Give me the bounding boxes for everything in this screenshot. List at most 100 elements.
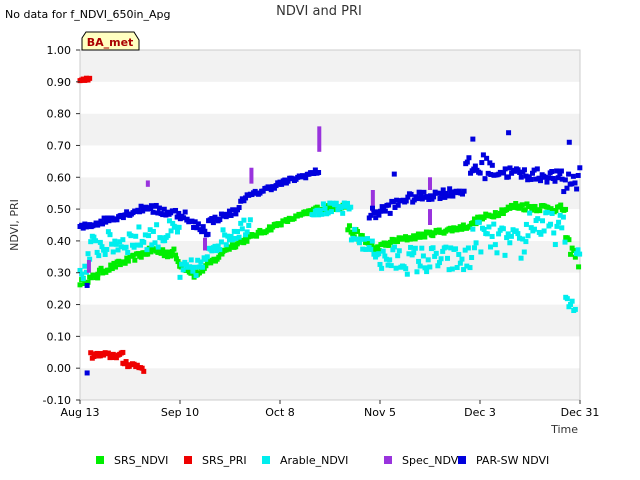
- srs-ndvi-point: [166, 249, 172, 255]
- par-sw-ndvi-point: [282, 177, 288, 183]
- arable-ndvi-point: [320, 201, 326, 207]
- par-sw-ndvi-series: [77, 130, 583, 376]
- srs-pri-legend-label: SRS_PRI: [202, 454, 247, 467]
- par-sw-ndvi-point: [575, 172, 581, 178]
- arable-ndvi-point: [131, 244, 137, 250]
- par-sw-ndvi-point: [236, 205, 242, 211]
- arable-ndvi-point: [422, 265, 428, 271]
- arable-ndvi-point: [527, 210, 533, 216]
- srs-ndvi-point: [571, 247, 577, 253]
- arable-ndvi-point: [80, 276, 86, 282]
- par-sw-ndvi-point: [160, 212, 166, 218]
- par-sw-ndvi-point: [506, 130, 512, 136]
- srs-ndvi-point: [196, 270, 202, 276]
- arable-ndvi-point: [556, 219, 562, 225]
- spec-ndvi-series: [86, 126, 432, 273]
- par-sw-ndvi-point: [559, 176, 565, 182]
- y-axis-ticks: -0.10 0.00 0.10 0.20 0.30 0.40 0.50 0.60 0.70 0.8…: [43, 44, 80, 407]
- par-sw-ndvi-point: [517, 169, 523, 175]
- par-sw-ndvi-point: [564, 185, 570, 191]
- srs-pri-point: [139, 365, 145, 371]
- par-sw-ndvi-point: [561, 189, 567, 195]
- srs-pri-point: [123, 359, 129, 365]
- srs-ndvi-point: [111, 260, 117, 266]
- arable-ndvi-point: [99, 244, 105, 250]
- par-sw-ndvi-point: [471, 166, 477, 172]
- y-tick-label: 0.60: [47, 171, 72, 184]
- par-sw-ndvi-point: [373, 215, 379, 221]
- series-layer: [77, 75, 583, 376]
- srs-ndvi-point: [244, 238, 250, 244]
- arable-ndvi-point: [214, 248, 220, 254]
- arable-ndvi-point: [523, 239, 529, 245]
- srs-ndvi-point: [241, 240, 247, 246]
- par-sw-ndvi-point: [273, 183, 279, 189]
- par-sw-ndvi-point: [518, 174, 524, 180]
- arable-ndvi-point: [165, 233, 171, 239]
- arable-ndvi-point: [416, 258, 422, 264]
- arable-ndvi-point: [128, 233, 134, 239]
- x-tick-label: Dec 3: [464, 406, 496, 419]
- arable-ndvi-point: [391, 244, 397, 250]
- arable-ndvi-point: [215, 243, 221, 249]
- arable-ndvi-point: [496, 231, 502, 237]
- arable-ndvi-point: [144, 247, 150, 253]
- par-sw-ndvi-point: [416, 189, 422, 195]
- srs-ndvi-point: [427, 229, 433, 235]
- par-sw-ndvi-point: [531, 167, 537, 173]
- srs-ndvi-point: [216, 254, 222, 260]
- par-sw-ndvi-point: [415, 196, 420, 202]
- srs-ndvi-point: [314, 204, 320, 210]
- arable-ndvi-point: [462, 247, 468, 253]
- arable-ndvi-point: [340, 210, 346, 216]
- arable-ndvi-point: [388, 263, 394, 269]
- par-sw-ndvi-point: [426, 196, 432, 202]
- arable-ndvi-point: [457, 260, 463, 266]
- par-sw-ndvi-point: [515, 167, 521, 173]
- par-sw-ndvi-point: [554, 168, 560, 174]
- arable-ndvi-point: [176, 224, 182, 230]
- arable-ndvi-point: [469, 255, 475, 261]
- par-sw-ndvi-point: [572, 180, 578, 186]
- arable-ndvi-point: [112, 238, 118, 244]
- srs-ndvi-point: [278, 222, 284, 228]
- par-sw-ndvi-point: [311, 171, 317, 177]
- arable-ndvi-point: [544, 209, 550, 215]
- par-sw-ndvi-point: [437, 196, 443, 202]
- par-sw-ndvi-point: [395, 202, 401, 208]
- x-tick-label: Dec 31: [561, 406, 600, 419]
- spec-ndvi-point: [370, 190, 375, 213]
- srs-ndvi-point: [522, 207, 528, 213]
- arable-ndvi-point: [225, 233, 231, 239]
- par-sw-ndvi-point: [557, 171, 563, 177]
- arable-ndvi-point: [235, 228, 240, 234]
- arable-ndvi-point: [319, 211, 325, 217]
- arable-ndvi-point: [435, 263, 441, 269]
- par-sw-ndvi-point: [84, 370, 90, 376]
- par-sw-ndvi-point: [80, 225, 86, 231]
- arable-ndvi-point: [162, 238, 168, 244]
- srs-ndvi-point: [572, 254, 578, 260]
- par-sw-ndvi-point: [435, 190, 441, 196]
- par-sw-ndvi-point: [138, 203, 144, 209]
- srs-ndvi-point: [471, 216, 477, 222]
- arable-ndvi-point: [484, 231, 490, 237]
- arable-ndvi-point: [243, 232, 249, 238]
- arable-ndvi-point: [564, 296, 570, 302]
- par-sw-ndvi-point: [569, 181, 575, 187]
- arable-ndvi-point: [94, 249, 100, 255]
- par-sw-ndvi-point: [150, 209, 156, 215]
- arable-ndvi-point: [82, 263, 88, 269]
- arable-ndvi-point: [414, 269, 420, 275]
- srs-ndvi-point: [500, 211, 506, 217]
- arable-ndvi-point: [120, 237, 126, 243]
- arable-ndvi-point: [115, 247, 121, 253]
- srs-ndvi-point: [420, 231, 426, 237]
- arable-ndvi-point: [489, 233, 495, 239]
- arable-ndvi-point: [85, 251, 91, 257]
- par-sw-ndvi-point: [200, 224, 206, 230]
- arable-ndvi-point: [138, 242, 144, 248]
- par-sw-ndvi-point: [550, 176, 556, 182]
- par-sw-ndvi-point: [241, 198, 247, 204]
- y-tick-label: 0.40: [47, 235, 72, 248]
